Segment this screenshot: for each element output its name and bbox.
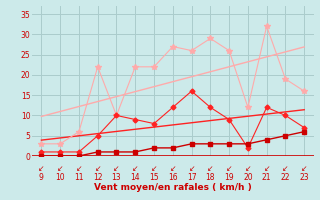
Text: ↙: ↙ [301,164,308,173]
Text: ↙: ↙ [38,164,44,173]
Text: ↙: ↙ [132,164,139,173]
Text: ↙: ↙ [226,164,232,173]
Text: ↙: ↙ [170,164,176,173]
Text: ↙: ↙ [263,164,270,173]
Text: ↙: ↙ [188,164,195,173]
Text: ↙: ↙ [76,164,82,173]
X-axis label: Vent moyen/en rafales ( km/h ): Vent moyen/en rafales ( km/h ) [94,183,252,192]
Text: ↙: ↙ [245,164,251,173]
Text: ↙: ↙ [207,164,213,173]
Text: ↙: ↙ [113,164,120,173]
Text: ↙: ↙ [151,164,157,173]
Text: ↙: ↙ [94,164,101,173]
Text: ↙: ↙ [57,164,63,173]
Text: ↙: ↙ [282,164,289,173]
